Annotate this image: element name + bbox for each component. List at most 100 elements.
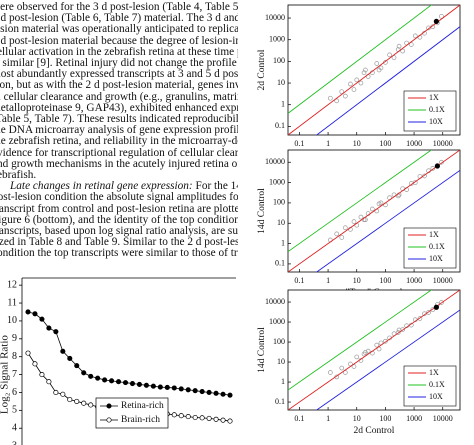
y-tick-label: 100	[273, 56, 285, 65]
x-tick-label: 10	[353, 414, 361, 423]
reference-line	[288, 290, 433, 391]
point	[81, 400, 87, 406]
point	[192, 414, 198, 421]
point	[116, 379, 122, 385]
y-tick-label: 1000	[269, 317, 285, 326]
point	[95, 375, 101, 381]
point	[88, 402, 94, 408]
legend-label: Brain-rich	[121, 415, 160, 425]
point	[46, 325, 52, 331]
point	[213, 390, 219, 396]
text-run: zebrafish.	[0, 169, 37, 181]
text-run: (Table 5, Table 7). These results indica…	[0, 113, 238, 125]
reference-line	[315, 169, 460, 272]
point	[32, 311, 38, 317]
x-tick-label: 1000	[406, 139, 422, 148]
point	[376, 67, 382, 73]
plot-area	[288, 5, 460, 135]
text-line: post-lesion condition the absolute signa…	[0, 192, 238, 203]
point	[430, 307, 436, 312]
x-tick-label: 1000	[406, 414, 422, 423]
text-line: cellular activation in the zebrafish ret…	[0, 45, 238, 58]
point	[171, 385, 177, 391]
point	[358, 80, 364, 86]
point	[387, 52, 392, 58]
text-run: were observed for the 3 d post-lesion (T…	[0, 1, 238, 13]
legend-label: 1X	[429, 368, 439, 377]
x-tick-label: 100	[379, 414, 391, 423]
legend-label: 1X	[429, 93, 439, 102]
point	[199, 389, 205, 395]
point	[348, 81, 353, 87]
text-run: Late changes in retinal gene expression:	[10, 180, 193, 193]
point	[426, 25, 431, 31]
legend-label: 0.1X	[429, 105, 445, 114]
point	[334, 98, 340, 104]
text-run: condition the top transcripts were simil…	[0, 247, 238, 260]
point	[339, 235, 345, 240]
text-run: transcripts, based upon log signal ratio…	[0, 225, 238, 237]
text-line: and growth mechanisms in the acutely inj…	[0, 158, 238, 170]
point	[136, 381, 142, 387]
y-tick-label: 12	[7, 279, 17, 290]
point	[46, 379, 52, 385]
point	[25, 309, 31, 315]
legend-label: 10X	[429, 117, 443, 126]
text-run: the DNA microarray analysis of gene expr…	[0, 124, 238, 137]
y-tick-label: 10	[277, 78, 285, 87]
legend-label: 10X	[429, 254, 443, 263]
text-run: rized in Table 8 and Table 9. Similar to…	[0, 236, 238, 249]
point	[227, 392, 233, 398]
point	[143, 382, 149, 388]
text-run: evidence for transcriptional regulation …	[0, 146, 238, 159]
point	[400, 48, 406, 54]
point	[327, 95, 333, 101]
y-tick-label: 7	[12, 369, 17, 380]
legend-label: 10X	[429, 392, 443, 401]
point	[192, 388, 198, 394]
point	[422, 173, 427, 179]
point	[213, 416, 219, 422]
legend-label: 1X	[429, 230, 439, 239]
reference-line	[288, 290, 460, 410]
text-column: were observed for the 3 d post-lesion (T…	[0, 0, 238, 262]
x-tick-label: 0.1	[294, 414, 304, 423]
point	[351, 87, 357, 92]
text-line: zebrafish.	[0, 169, 238, 181]
y-tick-label: 5	[12, 405, 17, 416]
x-tick-label: 10000	[433, 414, 453, 423]
point	[88, 373, 94, 379]
point	[102, 377, 108, 383]
point	[171, 412, 177, 418]
point	[39, 372, 45, 378]
text-run: transcript from control and post-lesion …	[0, 202, 238, 215]
y-axis-label: 14d Control	[257, 188, 267, 234]
point	[339, 365, 345, 371]
text-line: (Table 5, Table 7). These results indica…	[0, 113, 238, 125]
x-tick-label: 1	[326, 414, 330, 423]
text-run: the zebrafish retina, and reliability in…	[0, 135, 238, 148]
highlight-point	[434, 163, 440, 169]
x-tick-label: 1	[326, 139, 330, 148]
point	[439, 300, 444, 305]
reference-line	[288, 5, 433, 114]
series-line	[27, 311, 231, 396]
x-tick-label: 0.1	[294, 276, 304, 285]
text-line: Late changes in retinal gene expression:…	[10, 181, 238, 192]
reference-line	[288, 150, 460, 272]
point	[25, 350, 31, 356]
x-tick-label: 1000	[406, 276, 422, 285]
point	[334, 231, 340, 237]
y-tick-label: 6	[12, 387, 17, 398]
point	[150, 383, 156, 389]
y-tick-label: 10	[277, 357, 285, 366]
point	[354, 77, 360, 83]
point	[74, 363, 80, 369]
point	[109, 378, 115, 384]
text-line: transcript from control and post-lesion …	[0, 202, 238, 215]
text-run: cellular activation in the zebrafish ret…	[0, 45, 238, 58]
point	[374, 61, 380, 66]
y-tick-label: 1	[281, 238, 285, 247]
point	[369, 206, 375, 212]
